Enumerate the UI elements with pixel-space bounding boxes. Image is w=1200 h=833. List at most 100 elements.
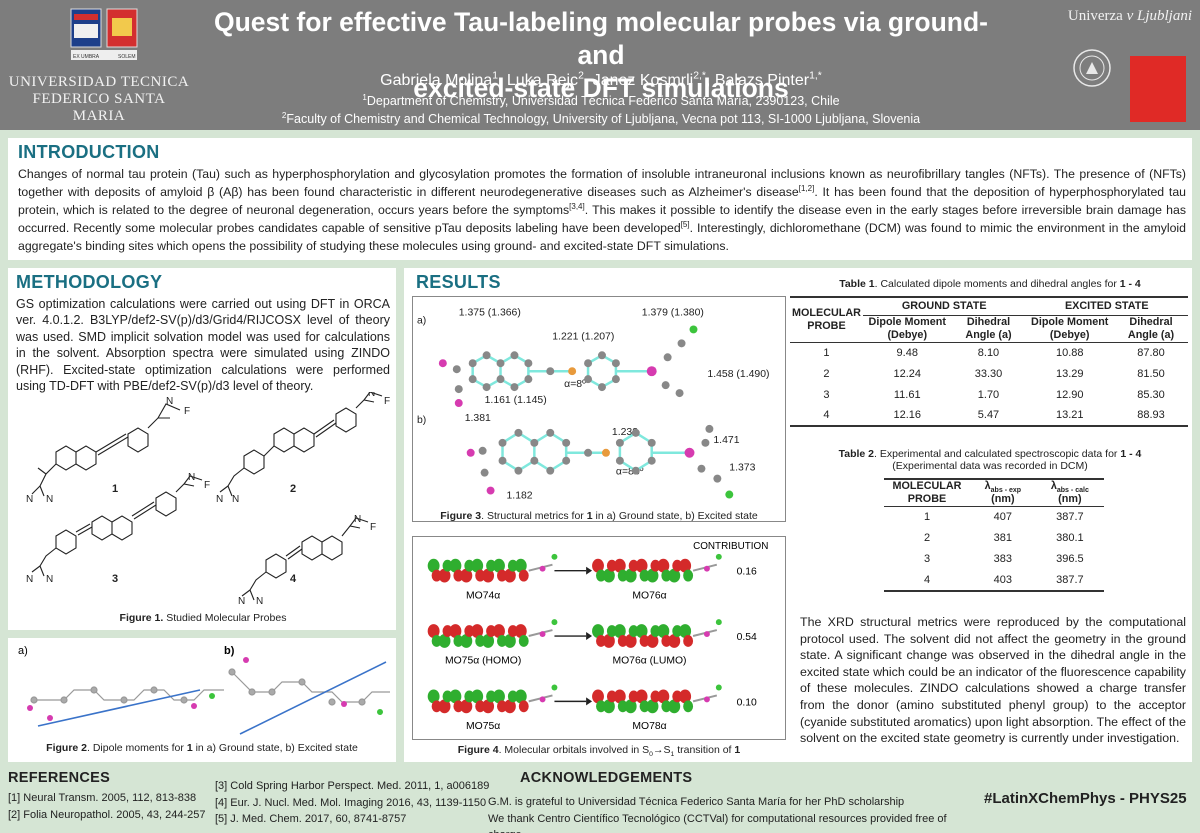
contribution-label: CONTRIBUTION bbox=[693, 541, 768, 552]
table2-row: 1 407 387.7 bbox=[884, 507, 1104, 528]
orbital-lobe bbox=[624, 699, 637, 714]
table2-cell: 380.1 bbox=[1056, 532, 1084, 544]
atom-n-1c: N bbox=[46, 494, 53, 505]
orbital-lobe bbox=[482, 568, 495, 583]
orbital-lobe bbox=[507, 559, 518, 572]
usm-line1: UNIVERSIDAD TECNICA bbox=[8, 74, 190, 90]
mo-to-label: MO76α (LUMO) bbox=[612, 656, 686, 667]
orbital-rows: MO74α MO76α 0.16 MO75α (HOMO) MO76α (LUMO) 0.… bbox=[427, 553, 757, 732]
orbital-lobe bbox=[668, 568, 681, 583]
usm-logo: EX UMBRA SOLEM UNIVERSIDAD TECNICA FEDER… bbox=[8, 6, 190, 125]
orbital-lobe bbox=[606, 690, 617, 703]
reference-2: [2] Folia Neuropathol. 2005, 43, 244-257 bbox=[8, 808, 206, 821]
table1-cell: 9.48 bbox=[896, 346, 918, 359]
orbital-lobe bbox=[650, 559, 661, 572]
orbital-lobe bbox=[507, 690, 518, 703]
table1-row: 1 9.48 8.10 10.88 87.80 bbox=[790, 342, 1188, 363]
table1-cell: 4 bbox=[790, 405, 863, 427]
orbital-lobe bbox=[486, 625, 497, 638]
probe-label-1: 1 bbox=[112, 483, 118, 495]
usm-name: UNIVERSIDAD TECNICA FEDERICO SANTA MARIA bbox=[8, 74, 190, 125]
introduction-section: INTRODUCTION Changes of normal tau prote… bbox=[8, 138, 1192, 260]
orbital-lobe bbox=[668, 699, 681, 714]
probe-3-structure bbox=[31, 475, 203, 577]
table1-cell: 81.50 bbox=[1137, 367, 1165, 380]
atom-n-3: N bbox=[188, 472, 195, 483]
reference-3: [3] Cold Spring Harbor Perspect. Med. 20… bbox=[215, 780, 490, 792]
orbital-lobe bbox=[613, 624, 626, 638]
results-text: The XRD structural metrics were reproduc… bbox=[800, 615, 1186, 746]
orbital-lobe bbox=[661, 635, 672, 647]
orbital-lobe bbox=[497, 635, 507, 647]
table2-row: 2 381 380.1 bbox=[884, 528, 1104, 549]
orbital-lobe bbox=[464, 559, 475, 572]
orbital-lobe bbox=[427, 689, 440, 704]
dipole-arrow-b bbox=[239, 661, 387, 735]
ljubljana-red-block bbox=[1130, 56, 1186, 122]
references-col-a: [1] Neural Transm. 2005, 112, 813-838 [2… bbox=[8, 790, 208, 823]
atom-f-4: F bbox=[370, 522, 376, 533]
t2-header-calc: λabs - calc (nm) bbox=[1035, 478, 1104, 507]
orbital-lobe bbox=[431, 635, 442, 647]
orbital-lobe bbox=[679, 689, 692, 704]
orbital-lobe bbox=[471, 624, 484, 638]
probe-1-structure bbox=[31, 403, 181, 497]
table1-body: 1 9.48 8.10 10.88 87.80 2 12.24 33.30 13.29 81.50… bbox=[790, 342, 1188, 427]
orbital-lobe bbox=[596, 635, 606, 647]
orbital-lobe bbox=[464, 625, 475, 638]
table2-cell: 407 bbox=[993, 511, 1013, 524]
mo-from-label: MO75α (HOMO) bbox=[445, 656, 521, 667]
table1-cell: 11.61 bbox=[893, 388, 921, 401]
orbital-lobe bbox=[679, 624, 692, 638]
orbital-lobe bbox=[617, 700, 628, 713]
fig3-a-angle: α=8º bbox=[564, 379, 586, 390]
t2-header-probe: MOLECULAR PROBE bbox=[884, 478, 970, 507]
table2-cell: 396.5 bbox=[1056, 553, 1084, 565]
orbital-lobe bbox=[683, 569, 694, 582]
figure1-caption: Figure 1. Studied Molecular Probes bbox=[119, 612, 287, 624]
mo-from-label: MO75α bbox=[466, 721, 500, 732]
ljubljana-name: Univerza v Ljubljani bbox=[1067, 8, 1192, 24]
mo-from-label: MO74α bbox=[466, 590, 500, 601]
t2-header-exp: λabs - exp (nm) bbox=[970, 478, 1036, 507]
usm-line2: FEDERICO SANTA MARIA bbox=[32, 91, 166, 124]
orbital-lobe bbox=[650, 625, 661, 638]
orbital-lobe bbox=[628, 625, 639, 638]
orbital-lobe bbox=[679, 558, 692, 573]
table2-row: 4 403 387.7 bbox=[884, 569, 1104, 592]
t1-header-gs: GROUND STATE bbox=[862, 296, 1026, 316]
table1-cell: 12.90 bbox=[1055, 388, 1084, 401]
table2-caption-line2: (Experimental data was recorded in DCM) bbox=[892, 460, 1088, 472]
results-heading: RESULTS bbox=[416, 272, 501, 292]
orbital-lobe bbox=[672, 625, 683, 638]
table2-row: 3 383 396.5 bbox=[884, 549, 1104, 570]
introduction-text: Changes of normal tau protein (Tau) such… bbox=[18, 167, 1186, 253]
orbital-lobe bbox=[606, 625, 617, 638]
table2-cell: 381 bbox=[993, 532, 1013, 544]
figure2-dipole-moments: a) b) bbox=[18, 645, 390, 735]
ack-line1: G.M. is grateful to Universidad Técnica … bbox=[488, 796, 905, 808]
t1-sub-es-dipole: Dipole Moment (Debye) bbox=[1025, 315, 1114, 343]
orbital-lobe bbox=[475, 700, 486, 713]
orbital-lobe bbox=[683, 635, 694, 647]
orbital-lobe bbox=[449, 624, 462, 638]
table2-cell: 403 bbox=[970, 569, 1036, 592]
table2-caption: Table 2. Experimental and calculated spe… bbox=[794, 448, 1186, 472]
usm-motto-left: EX UMBRA bbox=[73, 54, 100, 60]
orbital-lobe bbox=[482, 699, 495, 714]
figure4-caption: Figure 4. Molecular orbitals involved in… bbox=[457, 744, 741, 759]
reference-4: [4] Eur. J. Nucl. Med. Mol. Imaging 2016… bbox=[215, 796, 487, 809]
orbital-lobe bbox=[493, 624, 505, 638]
table1-cell: 3 bbox=[823, 388, 830, 401]
table1-cell: 2 bbox=[823, 367, 830, 380]
author-2: Luka Rejc2 bbox=[506, 70, 584, 89]
figure2-section: a) b) Figure 2. Dipole moments for 1 in … bbox=[8, 638, 396, 762]
orbital-lobe bbox=[453, 635, 464, 647]
orbital-lobe bbox=[518, 700, 529, 713]
orbital-lobe bbox=[460, 568, 473, 583]
orbital-lobe bbox=[657, 624, 670, 638]
fig2-molecule-b bbox=[228, 657, 390, 715]
table1-cell: 87.80 bbox=[1137, 346, 1165, 359]
table1-caption: Table 1. Calculated dipole moments and d… bbox=[839, 278, 1141, 290]
fig2-label-b: b) bbox=[224, 645, 235, 657]
